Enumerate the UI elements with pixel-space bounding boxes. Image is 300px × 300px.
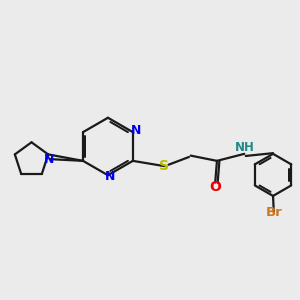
Text: N: N xyxy=(44,153,54,166)
Text: S: S xyxy=(159,159,170,173)
Text: NH: NH xyxy=(235,141,255,154)
Text: Br: Br xyxy=(266,206,282,219)
Text: N: N xyxy=(130,124,141,137)
Text: O: O xyxy=(209,180,221,194)
Text: N: N xyxy=(104,170,115,184)
